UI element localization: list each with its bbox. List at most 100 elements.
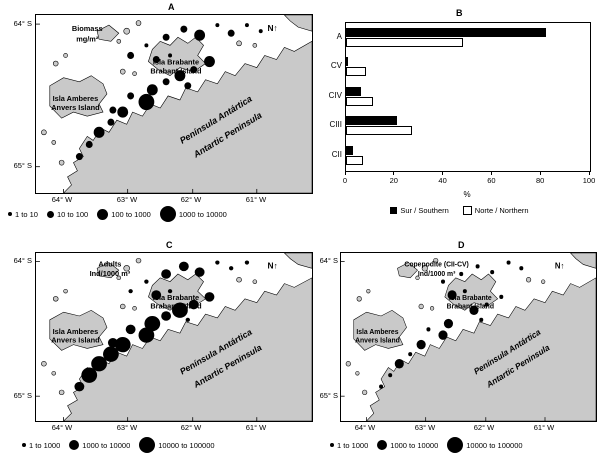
- y-category-label: CV: [330, 61, 342, 71]
- y-category-label: A: [336, 31, 342, 41]
- station-bubble: [479, 317, 484, 322]
- legend-label: 10 to 100: [56, 209, 89, 219]
- map-title-line1: Adults: [98, 259, 121, 268]
- x-tick-label: 80: [536, 176, 545, 185]
- legend-label: 1000 to 10000: [178, 209, 227, 219]
- bubble-size-icon: [69, 440, 80, 450]
- legend-item: 10 to 100: [46, 209, 89, 219]
- legend-item: 100 to 1000: [97, 208, 151, 220]
- anvers-label-es: Isla Amberes: [356, 329, 398, 336]
- southern-series-swatch: [390, 207, 398, 214]
- map-title-line2: mg/m²: [76, 34, 99, 43]
- station-bubble: [144, 43, 149, 48]
- bar-plot: [345, 22, 591, 172]
- bubble-size-icon: [8, 212, 12, 216]
- lon-tick-label: 61° W: [245, 195, 267, 204]
- station-bubble: [91, 356, 107, 372]
- station-bubble: [244, 260, 250, 265]
- station-bubble: [506, 260, 511, 265]
- station-bubble: [128, 289, 133, 294]
- lon-tick-label: 63° W: [116, 195, 138, 204]
- lat-tick-label: 64° S: [319, 256, 338, 265]
- lat-tick-label: 65° S: [13, 161, 32, 170]
- station-bubble: [180, 25, 188, 33]
- panel-letter-d: D: [458, 240, 465, 250]
- legend-panel-d: 1 to 1000 1000 to 10000 10000 to 100000: [330, 437, 523, 453]
- map-title-line1: Biomass: [72, 24, 103, 33]
- north-arrow: N↑: [267, 23, 277, 33]
- station-bubble: [93, 126, 105, 138]
- legend-item-southern: Sur / Southern: [390, 206, 449, 215]
- bar-southern: [346, 57, 349, 67]
- legend-label: 1 to 1000: [29, 440, 61, 450]
- station-bubble: [103, 346, 119, 362]
- lon-tick-label: 63° W: [116, 423, 138, 432]
- brabant-label-en: Brabant Island: [150, 67, 202, 76]
- lon-tick-label: 61° W: [245, 423, 267, 432]
- station-bubble: [167, 289, 173, 294]
- station-bubble: [185, 317, 190, 322]
- lon-tick-label: 64° W: [51, 195, 73, 204]
- legend-label: 1000 to 10000: [390, 440, 439, 450]
- lat-tick-label: 64° S: [13, 256, 32, 265]
- x-tick-mark: [588, 171, 590, 175]
- station-bubble: [244, 23, 249, 28]
- legend-label: 1000 to 10000: [82, 440, 131, 450]
- station-bubble: [75, 153, 83, 161]
- station-bubble: [107, 118, 115, 126]
- legend-item: 10000 to 100000: [139, 437, 215, 453]
- lat-tick-label: 65° S: [13, 391, 32, 400]
- station-bubble: [74, 381, 85, 392]
- bubble-size-icon: [22, 443, 26, 447]
- panel-letter-c: C: [166, 240, 173, 250]
- station-bubble: [178, 261, 189, 272]
- y-category-label: CIII: [329, 120, 342, 130]
- northern-series-swatch: [462, 206, 472, 215]
- legend-item: 1000 to 10000: [159, 206, 227, 222]
- bubble-size-icon: [377, 440, 388, 450]
- x-tick-mark: [490, 171, 492, 175]
- station-bubble: [161, 269, 172, 279]
- station-bubble: [162, 33, 170, 41]
- station-bubble: [144, 316, 161, 332]
- station-bubble: [215, 260, 220, 265]
- station-bubble: [172, 302, 188, 318]
- station-bubble: [258, 29, 263, 34]
- station-bubble: [438, 330, 448, 340]
- bar-southern: [346, 145, 354, 155]
- station-bubble: [204, 292, 215, 302]
- legend-item: 1 to 1000: [22, 441, 60, 450]
- anvers-label-es: Isla Amberes: [53, 327, 99, 336]
- x-tick-label: 40: [438, 176, 447, 185]
- bar-southern: [346, 86, 361, 96]
- station-bubble: [215, 23, 220, 28]
- bubble-size-icon: [46, 210, 54, 218]
- station-bubble: [194, 267, 205, 277]
- bubble-size-icon: [330, 443, 334, 447]
- station-bubble: [227, 29, 235, 37]
- bar-southern: [346, 116, 398, 126]
- stations-D: [379, 260, 524, 389]
- station-bubble: [204, 55, 215, 68]
- station-bubble: [85, 140, 93, 148]
- station-bubble: [379, 384, 384, 389]
- bubble-size-icon: [159, 206, 176, 222]
- bar-southern: [346, 27, 547, 37]
- legend-item: 1000 to 10000: [69, 440, 130, 450]
- legend-item-northern: Norte / Northern: [462, 206, 529, 215]
- lon-tick-label: 62° W: [180, 195, 202, 204]
- legend-item: 1 to 1000: [330, 441, 368, 450]
- legend-label: 10000 to 100000: [466, 440, 523, 450]
- station-bubble: [152, 55, 160, 64]
- lon-tick-label: 61° W: [533, 423, 555, 432]
- lon-tick-label: 62° W: [473, 423, 495, 432]
- station-bubble: [484, 302, 489, 307]
- y-category-label: CII: [331, 149, 342, 159]
- lat-tick-label: 64° S: [13, 19, 32, 28]
- lon-tick-label: 62° W: [180, 423, 202, 432]
- x-tick-label: 0: [342, 176, 348, 185]
- map-title-line2: Ind/1000 m³: [418, 271, 456, 278]
- station-bubble: [146, 84, 158, 96]
- brabant-label-en: Brabant Island: [447, 303, 494, 310]
